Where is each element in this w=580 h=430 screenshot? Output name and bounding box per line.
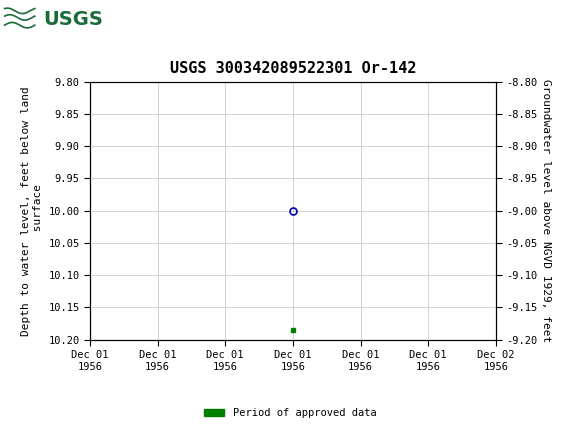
Title: USGS 300342089522301 Or-142: USGS 300342089522301 Or-142 bbox=[170, 61, 416, 77]
Y-axis label: Depth to water level, feet below land
 surface: Depth to water level, feet below land su… bbox=[21, 86, 43, 335]
Legend: Period of approved data: Period of approved data bbox=[200, 404, 380, 423]
FancyBboxPatch shape bbox=[3, 2, 78, 37]
Text: USGS: USGS bbox=[44, 10, 103, 29]
Y-axis label: Groundwater level above NGVD 1929, feet: Groundwater level above NGVD 1929, feet bbox=[542, 79, 552, 342]
